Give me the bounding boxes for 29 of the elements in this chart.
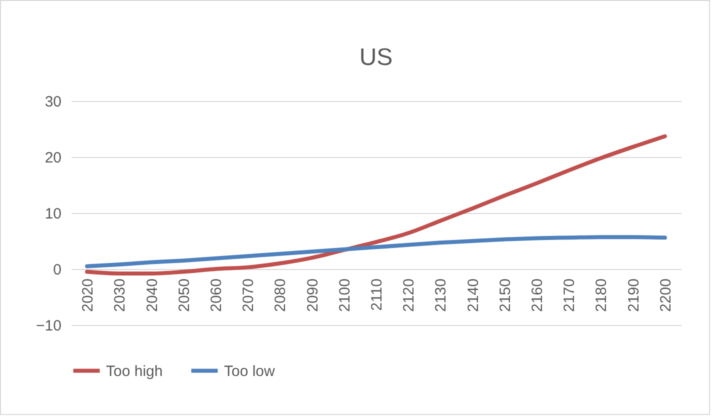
x-tick-label: 2050 [176, 278, 193, 312]
x-tick-label: 2160 [529, 278, 546, 312]
x-tick-label: 2180 [593, 278, 610, 312]
y-tick-label: −10 [36, 318, 62, 334]
chart-title: US [359, 44, 393, 71]
x-tick-label: 2020 [80, 278, 97, 312]
x-tick-label: 2120 [400, 278, 418, 312]
line-series [85, 235, 667, 268]
x-tick-label: 2060 [208, 278, 225, 312]
y-tick-label: 10 [44, 206, 62, 222]
line-series [85, 134, 667, 276]
x-tick-label: 2100 [336, 278, 354, 312]
x-tick-label: 2080 [272, 278, 290, 312]
x-tick-label: 2140 [464, 278, 482, 312]
x-tick-label: 2110 [368, 278, 386, 311]
x-tick-label: 2130 [432, 278, 450, 312]
x-tick-label: 2090 [304, 278, 322, 312]
x-tick-label: 2150 [496, 278, 514, 312]
x-tick-label: 2200 [657, 278, 674, 312]
y-tick-label: 0 [53, 262, 62, 278]
y-tick-label: 30 [44, 94, 62, 110]
x-tick-label: 2030 [112, 278, 129, 312]
legend-label: Too high [106, 362, 163, 380]
x-tick-label: 2170 [561, 278, 578, 312]
y-tick-label: 20 [44, 150, 62, 166]
x-tick-label: 2190 [625, 278, 642, 312]
x-tick-label: 2070 [240, 278, 258, 312]
x-tick-label: 2040 [144, 278, 161, 312]
legend-label: Too low [224, 362, 276, 380]
